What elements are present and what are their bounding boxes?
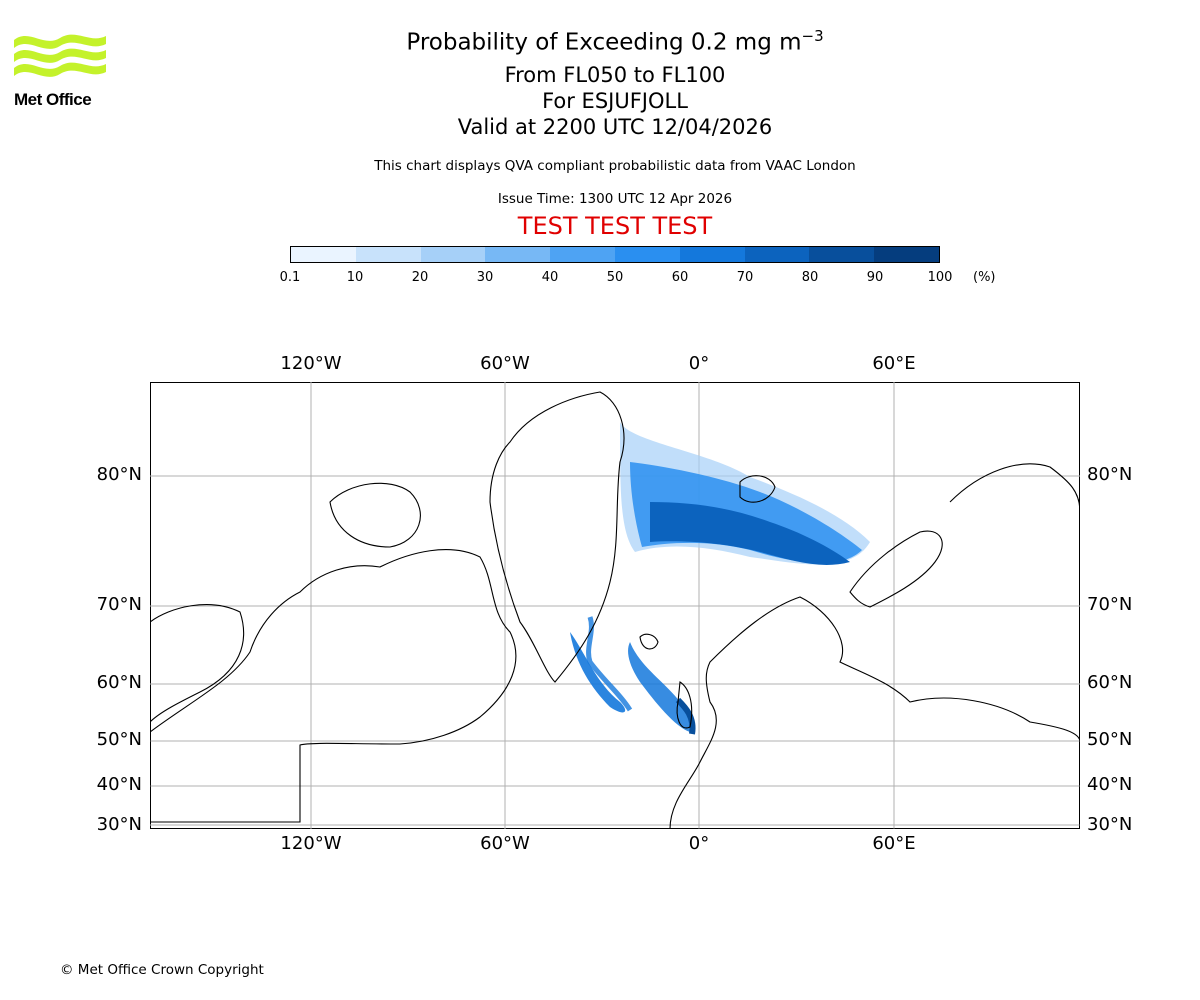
colorbar-segment [744,247,810,262]
lon-label-60w-top: 60°W [480,353,530,374]
colorbar-segment [874,247,939,262]
siberia-north-coast [949,463,1080,513]
map-panel [150,382,1080,829]
north-america-coast [150,549,517,823]
lat-label-80n-left: 80°N [96,464,142,485]
colorbar-tick-label: 50 [606,270,624,285]
colorbar-unit: (%) [973,270,996,285]
colorbar-segment [355,247,421,262]
colorbar-tick-label: 60 [671,270,689,285]
issue-time: Issue Time: 1300 UTC 12 Apr 2026 [497,191,733,207]
colorbar-segment [614,247,680,262]
lon-label-60e-top: 60°E [872,353,916,374]
lon-label-120w-bottom: 120°W [280,833,342,854]
flight-level-range: From FL050 to FL100 [504,63,726,87]
svalbard-coast [739,475,776,503]
colorbar-tick-label: 80 [801,270,819,285]
lat-label-60n-left: 60°N [96,672,142,693]
lat-label-40n-left: 40°N [96,774,142,795]
lat-label-70n-left: 70°N [96,594,142,615]
lon-label-60w-bottom: 60°W [480,833,530,854]
colorbar-segment [679,247,745,262]
ash-probability-field [570,422,870,735]
lat-label-60n-right: 60°N [1087,672,1133,693]
lon-label-0-top: 0° [688,353,710,374]
lon-label-60e-bottom: 60°E [872,833,916,854]
test-banner: TEST TEST TEST [517,212,713,240]
lat-label-80n-right: 80°N [1087,464,1133,485]
greenland-coast [489,391,625,683]
lat-label-50n-right: 50°N [1087,729,1133,750]
colorbar-tick-label: 90 [866,270,884,285]
lat-label-30n-left: 30°N [96,814,142,835]
volcano-name: For ESJUFJOLL [542,89,688,113]
uk-coast [676,681,693,729]
iceland-coast [639,633,659,650]
copyright-notice: © Met Office Crown Copyright [60,962,264,978]
lat-label-50n-left: 50°N [96,729,142,750]
alaska-coast [150,604,245,723]
colorbar-tick-label: 70 [736,270,754,285]
colorbar-tick-label: 20 [411,270,429,285]
colorbar-segment [809,247,875,262]
colorbar-tick-label: 100 [927,270,953,285]
colorbar-segment [420,247,486,262]
colorbar-tick-label: 40 [541,270,559,285]
arctic-islands-coast [329,482,421,548]
probability-colorbar [290,246,940,263]
valid-time: Valid at 2200 UTC 12/04/2026 [457,115,773,139]
chart-title: Probability of Exceeding 0.2 mg m−3 [406,27,824,56]
met-office-wave-icon [14,34,106,77]
lat-label-70n-right: 70°N [1087,594,1133,615]
lat-label-40n-right: 40°N [1087,774,1133,795]
colorbar-tick-label: 10 [346,270,364,285]
lon-label-0-bottom: 0° [688,833,710,854]
map-canvas [150,382,1080,829]
lon-label-120w-top: 120°W [280,353,342,374]
met-office-logo: Met Office [14,30,106,112]
lat-label-30n-right: 30°N [1087,814,1133,835]
colorbar-segment [485,247,551,262]
coastlines [150,391,1080,829]
novaya-zemlya-coast [849,530,943,608]
colorbar-tick-label: 30 [476,270,494,285]
colorbar-tick-label: 0.1 [279,270,301,285]
chart-description: This chart displays QVA compliant probab… [374,158,856,174]
logo-wordmark: Met Office [14,90,92,109]
colorbar-segment [550,247,615,262]
colorbar-segment [291,247,356,262]
eurasia-coast [669,596,1080,829]
